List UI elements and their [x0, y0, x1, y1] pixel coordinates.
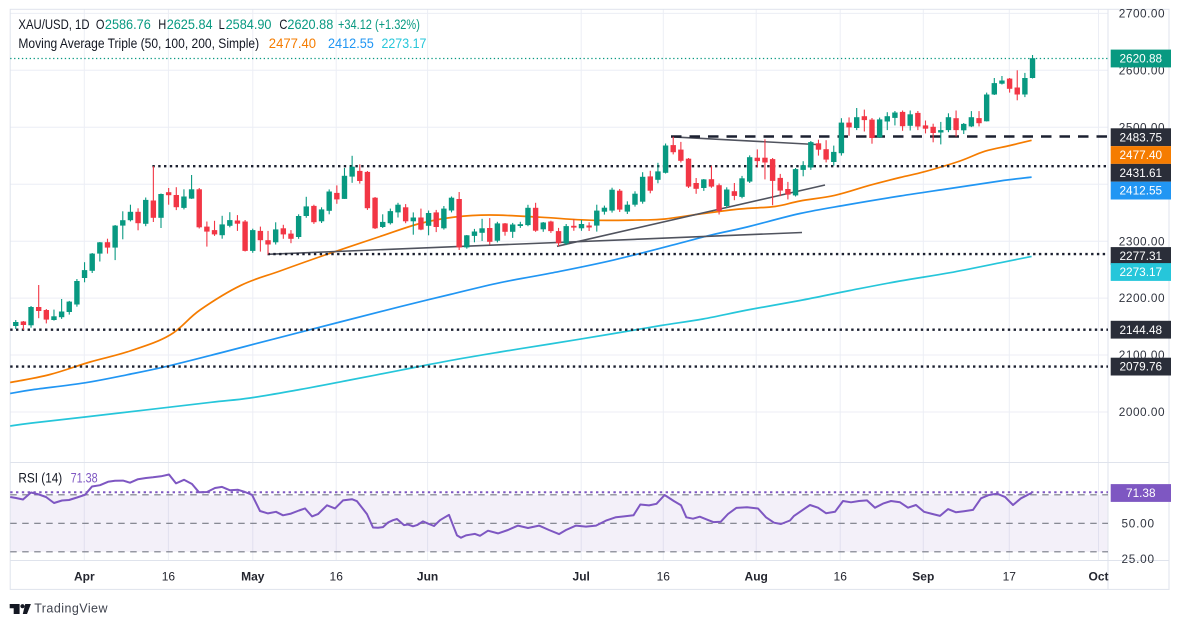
svg-text:16: 16 [657, 570, 671, 584]
svg-text:71.38: 71.38 [1126, 486, 1156, 500]
svg-text:2700.00: 2700.00 [1119, 7, 1165, 21]
svg-text:50.00: 50.00 [1122, 516, 1155, 530]
svg-text:Jun: Jun [417, 570, 438, 584]
svg-text:2200.00: 2200.00 [1119, 291, 1165, 305]
svg-text:2273.17: 2273.17 [382, 35, 427, 51]
svg-text:16: 16 [162, 570, 176, 584]
svg-text:16: 16 [834, 570, 848, 584]
svg-text:O: O [96, 17, 105, 32]
svg-text:2000.00: 2000.00 [1119, 405, 1165, 419]
svg-text:May: May [241, 570, 265, 584]
svg-text:2277.31: 2277.31 [1119, 249, 1162, 263]
svg-text:2273.17: 2273.17 [1119, 265, 1162, 279]
svg-text:2079.76: 2079.76 [1119, 360, 1162, 374]
svg-text:L: L [219, 17, 225, 32]
svg-text:Apr: Apr [74, 570, 95, 584]
svg-text:71.38: 71.38 [71, 470, 98, 485]
svg-text:2477.40: 2477.40 [269, 36, 316, 51]
svg-text:2412.55: 2412.55 [1119, 184, 1162, 198]
svg-text:2477.40: 2477.40 [1119, 148, 1162, 162]
svg-text:2584.90: 2584.90 [226, 16, 272, 31]
svg-text:Moving Average Triple (50, 100: Moving Average Triple (50, 100, 200, Sim… [18, 35, 259, 51]
svg-text:17: 17 [1003, 570, 1017, 584]
svg-text:2144.48: 2144.48 [1119, 323, 1162, 337]
svg-text:2620.88: 2620.88 [287, 16, 333, 31]
svg-text:XAU/USD, 1D: XAU/USD, 1D [18, 17, 89, 32]
svg-text:2625.84: 2625.84 [167, 16, 213, 31]
svg-text:RSI (14): RSI (14) [18, 471, 62, 486]
svg-text:25.00: 25.00 [1122, 552, 1155, 566]
svg-text:2586.76: 2586.76 [105, 16, 151, 31]
svg-text:TradingView: TradingView [34, 602, 108, 616]
svg-text:2483.75: 2483.75 [1119, 130, 1162, 144]
svg-text:C: C [279, 17, 287, 32]
svg-text:H: H [158, 17, 166, 32]
svg-text:2431.61: 2431.61 [1119, 166, 1162, 180]
svg-text:+34.12 (+1.32%): +34.12 (+1.32%) [338, 17, 420, 32]
svg-text:2620.88: 2620.88 [1119, 52, 1162, 66]
svg-text:Sep: Sep [912, 570, 934, 584]
svg-text:16: 16 [330, 570, 344, 584]
svg-text:2300.00: 2300.00 [1119, 234, 1165, 248]
svg-text:Oct: Oct [1088, 570, 1108, 584]
svg-text:2412.55: 2412.55 [328, 35, 374, 50]
svg-text:Aug: Aug [745, 570, 768, 584]
svg-text:Jul: Jul [573, 570, 590, 584]
